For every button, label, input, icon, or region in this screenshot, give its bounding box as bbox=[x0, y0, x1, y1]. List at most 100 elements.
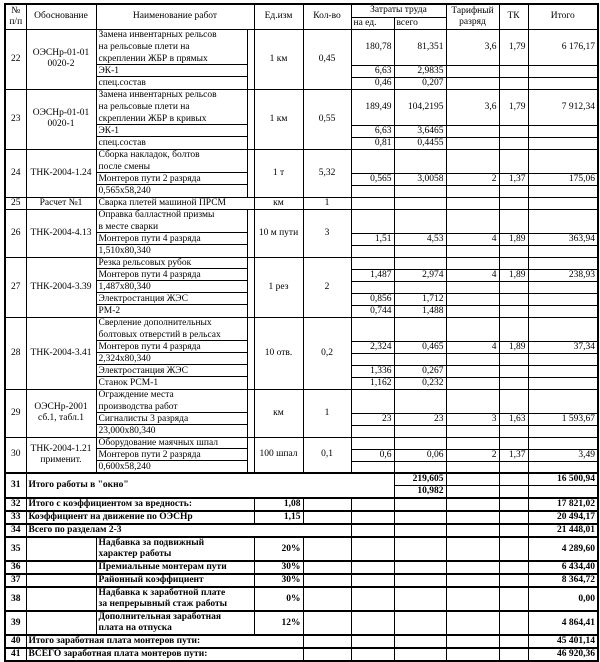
total-row: 31 Итого работы в "окно" 219,605 16 500,94 bbox=[4, 472, 599, 499]
labor-total: 10,982 bbox=[393, 485, 447, 499]
labor-total: 81,351 bbox=[393, 28, 447, 66]
work-name-text: Монтеров пути 4 разряда bbox=[97, 269, 248, 281]
basis: ТНК-2004-1.21 применит. bbox=[25, 436, 97, 474]
labor-per-unit: 1,336 bbox=[350, 364, 395, 378]
tariff-grade bbox=[445, 76, 500, 90]
labor-total: 2,9835 bbox=[393, 64, 447, 78]
tk-coeff bbox=[498, 244, 529, 258]
empty-cell bbox=[25, 610, 97, 636]
tariff-grade bbox=[445, 136, 500, 150]
work-name-text: ЭК-1 bbox=[97, 65, 248, 77]
table-row: спец.состав 0,46 0,207 bbox=[5, 76, 599, 90]
total-row-label: Надбавка за подвижный характер работы bbox=[95, 536, 255, 562]
work-name-text: Сверление дополнительных болтовых отверс… bbox=[97, 317, 248, 341]
tk-coeff bbox=[498, 184, 529, 198]
row-total bbox=[527, 184, 599, 198]
tk-coeff bbox=[498, 124, 529, 138]
tariff-grade bbox=[445, 256, 500, 270]
tk-coeff bbox=[498, 304, 529, 318]
tariff-grade: 4 bbox=[445, 340, 500, 354]
col-header-tk: ТК bbox=[498, 3, 529, 30]
unit: 1 км bbox=[253, 28, 304, 90]
empty-cell bbox=[445, 586, 500, 612]
empty-cell bbox=[393, 523, 447, 538]
work-name: Резка рельсовых рубок bbox=[95, 257, 255, 269]
row-total bbox=[527, 208, 599, 234]
quantity: 0,55 bbox=[302, 88, 352, 150]
labor-total: 3,0058 bbox=[393, 172, 447, 186]
labor-total bbox=[393, 184, 447, 198]
total-row: 40 Итого заработная плата монтеров пути: 4… bbox=[4, 634, 599, 649]
tariff-grade bbox=[445, 472, 500, 486]
coefficient-value: 1,15 bbox=[253, 510, 304, 525]
total-row-number: 41 bbox=[4, 647, 27, 662]
tk-coeff: 1,79 bbox=[498, 88, 529, 126]
work-name: Станок РСМ-1 bbox=[95, 377, 255, 390]
total-row-number: 35 bbox=[4, 536, 27, 562]
labor-per-unit: 0,6 bbox=[350, 448, 395, 462]
table-row: 25 Расчет №1 Сварка плетей машиной ПРСМ км 1 bbox=[4, 196, 599, 210]
col-header-grade: Тарифный разряд bbox=[445, 3, 500, 30]
tariff-grade bbox=[445, 485, 500, 499]
empty-cell bbox=[302, 634, 352, 649]
col-header-labor-per-unit: на ед. bbox=[350, 16, 395, 30]
empty-cell bbox=[498, 497, 529, 512]
work-name: РМ-2 bbox=[95, 305, 255, 318]
basis: Расчет №1 bbox=[25, 196, 97, 210]
percent-value: 20% bbox=[253, 536, 304, 562]
item-number: 24 bbox=[4, 148, 27, 198]
labor-per-unit: 0,81 bbox=[350, 136, 395, 150]
row-total bbox=[527, 244, 599, 258]
row-total bbox=[527, 364, 599, 378]
labor-per-unit: 1,162 bbox=[350, 376, 395, 390]
total-row: 36 Премиальные монтерам пути 30% 6 434,40 bbox=[4, 560, 599, 575]
row-total bbox=[527, 316, 599, 342]
labor-per-unit: 180,78 bbox=[350, 28, 395, 66]
table-row: 27 ТНК-2004-3.39 Резка рельсовых рубок 1 ре… bbox=[4, 256, 599, 318]
labor-per-unit: 23 bbox=[350, 412, 395, 426]
labor-total bbox=[393, 196, 447, 210]
quantity: 5,32 bbox=[302, 148, 352, 198]
tk-coeff bbox=[498, 64, 529, 78]
empty-cell bbox=[445, 536, 500, 562]
total-row: 37 Районный коэффициент 30% 8 364,72 bbox=[4, 573, 599, 588]
labor-total bbox=[393, 148, 447, 174]
row-total bbox=[527, 256, 599, 270]
tariff-grade bbox=[445, 460, 500, 474]
empty-cell bbox=[498, 610, 529, 636]
tk-coeff bbox=[498, 196, 529, 210]
unit: 10 отв. bbox=[253, 316, 304, 390]
labor-per-unit bbox=[350, 316, 395, 342]
empty-cell bbox=[25, 586, 97, 612]
labor-total bbox=[393, 244, 447, 258]
row-total bbox=[527, 292, 599, 306]
empty-cell bbox=[498, 573, 529, 588]
labor-total: 0,232 bbox=[393, 376, 447, 390]
labor-total bbox=[393, 316, 447, 342]
table-row: Сигналисты 3 разряда 23 23 3 1,63 1 593,67 bbox=[5, 412, 599, 426]
table-row: 0,565x58,240 bbox=[5, 184, 599, 198]
empty-cell bbox=[350, 647, 395, 662]
labor-total: 0,06 bbox=[393, 448, 447, 462]
labor-per-unit: 0,565 bbox=[350, 172, 395, 186]
quantity: 0,1 bbox=[302, 436, 352, 474]
row-total bbox=[527, 76, 599, 90]
work-name-text: Монтеров пути 4 разряда bbox=[97, 233, 248, 245]
unit: 1 км bbox=[253, 88, 304, 150]
row-total: 4 289,60 bbox=[527, 536, 599, 562]
labor-total: 0,465 bbox=[393, 340, 447, 354]
total-row: 32 Итого с коэффициентом за вредность: 1,0… bbox=[4, 497, 599, 512]
labor-total bbox=[393, 208, 447, 234]
labor-per-unit bbox=[350, 424, 395, 438]
tk-coeff: 1,37 bbox=[498, 448, 529, 462]
basis: ОЭСНр-2001 сб.1, табл.1 bbox=[25, 388, 97, 438]
tariff-grade bbox=[445, 184, 500, 198]
col-header-num: № п/п bbox=[4, 3, 27, 30]
row-total bbox=[527, 196, 599, 210]
row-total bbox=[527, 352, 599, 366]
work-name: Оборудование маячных шпал bbox=[95, 437, 255, 449]
tariff-grade bbox=[445, 388, 500, 414]
empty-cell bbox=[498, 510, 529, 525]
total-row-label: ВСЕГО заработная плата монтеров пути: bbox=[25, 647, 304, 662]
tk-coeff: 1,89 bbox=[498, 232, 529, 246]
